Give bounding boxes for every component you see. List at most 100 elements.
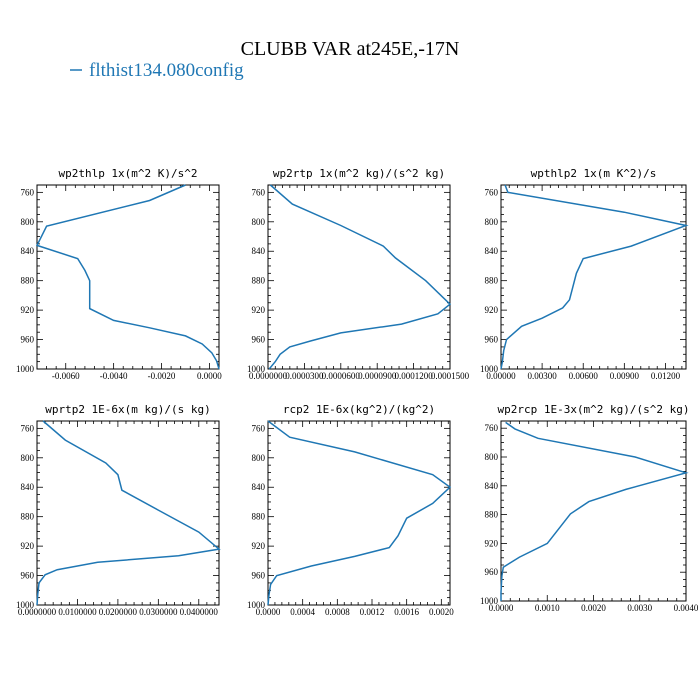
plot-frame [36, 420, 220, 606]
x-tick-label: 0.0040 [674, 603, 699, 613]
y-tick-label: 1000 [480, 364, 499, 374]
y-tick-label: 880 [485, 510, 499, 520]
y-tick-label: 840 [485, 481, 499, 491]
y-tick-label: 1000 [16, 600, 35, 610]
x-tick-label: 0.0000 [197, 371, 222, 381]
subplot-title: wprtp2 1E-6x(m kg)/(s kg) [45, 403, 211, 416]
x-tick-label: 0.0000 [256, 607, 281, 617]
x-tick-label: -0.0060 [52, 371, 80, 381]
y-tick-label: 920 [21, 305, 35, 315]
x-tick-label: 0.0010 [535, 603, 560, 613]
x-tick-label: 0.0000600 [322, 371, 361, 381]
x-tick-label: 0.0012 [360, 607, 385, 617]
y-tick-label: 880 [485, 276, 499, 286]
y-tick-label: 920 [21, 541, 35, 551]
y-tick-label: 880 [21, 276, 35, 286]
x-tick-label: 0.0200000 [99, 607, 138, 617]
y-tick-label: 920 [252, 541, 266, 551]
y-tick-label: 840 [252, 482, 266, 492]
y-tick-label: 760 [252, 423, 266, 433]
x-tick-label: 0.0000 [489, 603, 514, 613]
series-line [267, 420, 452, 606]
subplot-grid: wp2thlp 1x(m^2 K)/s^2 760 800 840 880 920 960 1… [16, 167, 699, 617]
x-tick-label: 0.0030 [627, 603, 652, 613]
y-tick-label: 760 [485, 187, 499, 197]
x-tick-label: 0.0000000 [249, 371, 288, 381]
series-line [268, 184, 452, 370]
y-tick-label: 960 [252, 335, 266, 345]
series-line [500, 421, 689, 601]
x-tick-label: 0.01200 [651, 371, 681, 381]
y-tick-label: 760 [485, 423, 499, 433]
x-tick-label: 0.00900 [610, 371, 640, 381]
subplot-title: wp2rtp 1x(m^2 kg)/(s^2 kg) [273, 167, 445, 180]
y-tick-label: 1000 [247, 364, 266, 374]
x-tick-label: 0.00600 [569, 371, 599, 381]
legend-label: flthist134.080config [89, 60, 244, 81]
y-tick-label: 800 [485, 217, 499, 227]
y-tick-label: 840 [21, 246, 35, 256]
x-tick-label: 0.0001200 [394, 371, 433, 381]
y-tick-label: 1000 [16, 364, 35, 374]
subplot-2: wp2rtp 1x(m^2 kg)/(s^2 kg) 760 800 840 880 92… [247, 167, 470, 381]
y-tick-label: 840 [21, 482, 35, 492]
x-tick-label: 0.00000 [486, 371, 516, 381]
x-tick-label: -0.0020 [148, 371, 176, 381]
x-tick-label: 0.0020 [429, 607, 454, 617]
y-tick-label: 760 [252, 187, 266, 197]
plot-frame [500, 184, 687, 370]
y-tick-label: 880 [252, 512, 266, 522]
y-tick-label: 1000 [480, 596, 499, 606]
y-tick-label: 920 [252, 305, 266, 315]
plot-frame [267, 420, 451, 606]
subplot-6: wp2rcp 1E-3x(m^2 kg)/(s^2 kg) 760 800 840 88… [480, 403, 699, 613]
y-tick-label: 960 [21, 571, 35, 581]
x-tick-label: 0.0100000 [58, 607, 97, 617]
subplot-title: wpthlp2 1x(m K^2)/s [531, 167, 657, 180]
y-tick-label: 840 [252, 246, 266, 256]
x-tick-label: 0.0300000 [139, 607, 178, 617]
x-tick-label: 0.0000000 [18, 607, 57, 617]
y-tick-label: 960 [485, 335, 499, 345]
y-tick-label: 800 [21, 217, 35, 227]
subplot-title: wp2rcp 1E-3x(m^2 kg)/(s^2 kg) [497, 403, 689, 416]
x-tick-label: 0.0008 [325, 607, 350, 617]
x-tick-label: 0.00300 [527, 371, 557, 381]
subplot-5: rcp2 1E-6x(kg^2)/(kg^2) 760 800 840 880 920 96… [247, 403, 454, 617]
subplot-1: wp2thlp 1x(m^2 K)/s^2 760 800 840 880 920 960 1… [16, 167, 222, 381]
y-tick-label: 880 [252, 276, 266, 286]
y-tick-label: 1000 [247, 600, 266, 610]
y-tick-label: 800 [252, 217, 266, 227]
y-tick-label: 960 [21, 335, 35, 345]
series-line [36, 420, 221, 606]
plot-frame [36, 184, 220, 370]
x-tick-label: 0.0000900 [358, 371, 397, 381]
x-tick-label: 0.0004 [290, 607, 315, 617]
y-tick-label: 920 [485, 538, 499, 548]
x-tick-label: 0.0001500 [431, 371, 470, 381]
x-tick-label: -0.0040 [100, 371, 128, 381]
y-tick-label: 920 [485, 305, 499, 315]
series-line [500, 184, 689, 370]
subplot-4: wprtp2 1E-6x(m kg)/(s kg) 760 800 840 880 920… [16, 403, 221, 617]
x-tick-label: 0.0000300 [285, 371, 324, 381]
subplot-title: rcp2 1E-6x(kg^2)/(kg^2) [283, 403, 435, 416]
figure-title: CLUBB VAR at245E,-17N [241, 38, 460, 60]
y-tick-label: 800 [21, 453, 35, 463]
x-tick-label: 0.0400000 [180, 607, 219, 617]
y-tick-label: 760 [21, 187, 35, 197]
y-tick-label: 840 [485, 246, 499, 256]
y-tick-label: 880 [21, 512, 35, 522]
subplot-3: wpthlp2 1x(m K^2)/s 760 800 840 880 920 960 100… [480, 167, 689, 381]
x-tick-label: 0.0016 [394, 607, 419, 617]
y-tick-label: 800 [485, 452, 499, 462]
y-tick-label: 800 [252, 453, 266, 463]
y-tick-label: 760 [21, 423, 35, 433]
subplot-title: wp2thlp 1x(m^2 K)/s^2 [58, 167, 197, 180]
y-tick-label: 960 [252, 571, 266, 581]
plot-frame [267, 184, 451, 370]
x-tick-label: 0.0020 [581, 603, 606, 613]
plot-frame [500, 420, 687, 602]
series-line [35, 184, 220, 370]
